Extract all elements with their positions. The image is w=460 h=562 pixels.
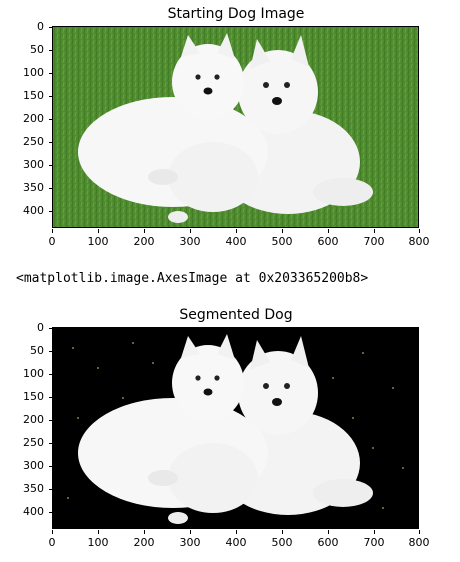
y-tick: 400 — [4, 204, 53, 217]
y-tick: 400 — [4, 505, 53, 518]
y-tick: 200 — [4, 413, 53, 426]
x-tick: 300 — [170, 530, 210, 549]
y-tick: 100 — [4, 66, 53, 79]
y-tick: 300 — [4, 459, 53, 472]
original-dog-image — [52, 26, 419, 228]
y-tick: 150 — [4, 89, 53, 102]
x-tick: 300 — [170, 229, 210, 248]
y-tick: 350 — [4, 181, 53, 194]
y-tick: 0 — [4, 20, 53, 33]
x-tick: 0 — [32, 530, 72, 549]
y-tick: 100 — [4, 367, 53, 380]
x-tick: 400 — [216, 229, 256, 248]
y-tick: 50 — [4, 344, 53, 357]
x-tick: 200 — [124, 530, 164, 549]
cell-output-text: <matplotlib.image.AxesImage at 0x2033652… — [16, 271, 369, 286]
y-tick: 0 — [4, 321, 53, 334]
x-tick: 100 — [78, 229, 118, 248]
segmented-photo — [53, 328, 418, 528]
segmented-dog-image — [52, 327, 419, 529]
y-tick: 300 — [4, 158, 53, 171]
x-tick: 0 — [32, 229, 72, 248]
plot-title: Starting Dog Image — [167, 6, 305, 22]
x-tick: 700 — [354, 229, 394, 248]
y-tick: 250 — [4, 436, 53, 449]
x-tick: 700 — [354, 530, 394, 549]
x-tick: 500 — [262, 229, 302, 248]
x-tick: 200 — [124, 229, 164, 248]
y-tick: 200 — [4, 112, 53, 125]
y-tick: 50 — [4, 43, 53, 56]
x-tick: 600 — [308, 229, 348, 248]
x-tick: 800 — [399, 530, 439, 549]
plot-title: Segmented Dog — [179, 307, 293, 323]
x-tick: 100 — [78, 530, 118, 549]
y-tick: 150 — [4, 390, 53, 403]
y-tick: 250 — [4, 135, 53, 148]
x-tick: 500 — [262, 530, 302, 549]
dog-photo — [53, 27, 418, 227]
y-tick: 350 — [4, 482, 53, 495]
x-tick: 400 — [216, 530, 256, 549]
x-tick: 600 — [308, 530, 348, 549]
x-tick: 800 — [399, 229, 439, 248]
